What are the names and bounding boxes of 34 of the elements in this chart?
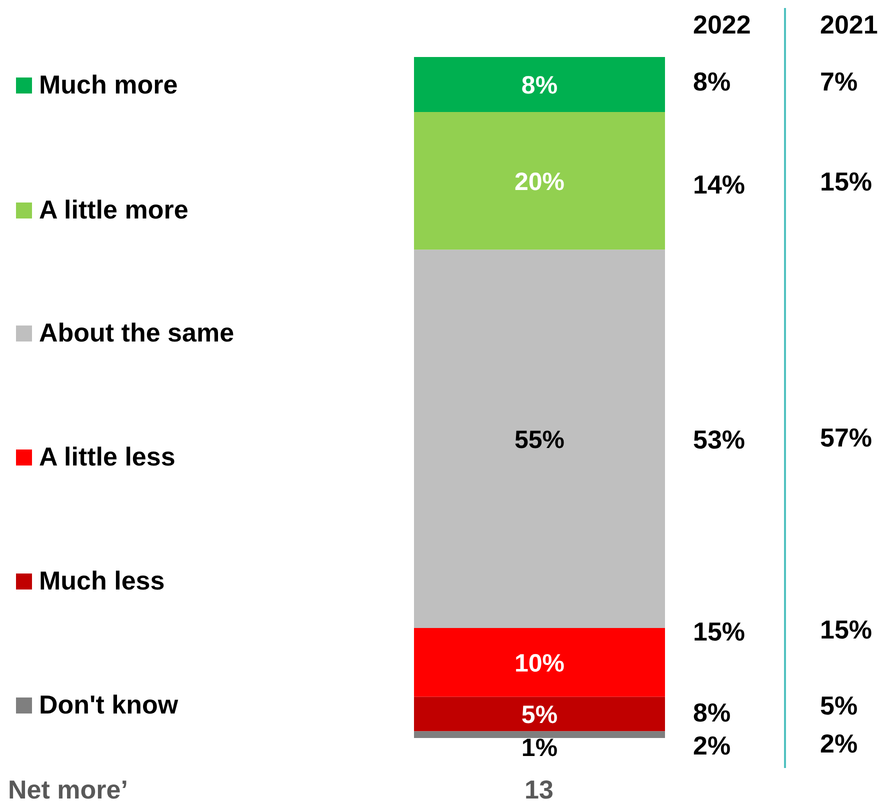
text: 15% (820, 166, 872, 198)
text: 15% (693, 616, 746, 648)
text: 15% (820, 614, 872, 646)
text: 57% (820, 422, 872, 454)
text: 2022 (693, 10, 751, 40)
data-label: 10% (514, 649, 565, 678)
text: Net more’ (8, 774, 128, 805)
data-label: 5% (521, 700, 558, 729)
data-label: 20% (514, 168, 565, 196)
text: 13 (524, 774, 554, 805)
text: 14% (693, 170, 746, 200)
text: 5% (820, 690, 858, 722)
legend-label: Much more (39, 70, 178, 100)
bar (414, 57, 665, 112)
legend-label: Much less (39, 566, 165, 596)
data-label: 1% (521, 734, 558, 762)
text: 8% (693, 66, 731, 98)
legend-label: About the same (39, 318, 234, 348)
bar (414, 696, 665, 732)
bar (414, 628, 665, 697)
legend-label: A little more (39, 194, 188, 226)
text: 7% (820, 66, 858, 98)
text: 2% (693, 730, 731, 762)
bar (414, 112, 665, 250)
data-label: 55% (514, 426, 565, 454)
text: 2021 (820, 10, 878, 40)
bar (414, 250, 665, 628)
text: 2% (820, 728, 858, 760)
bar (414, 731, 665, 738)
data-label: 8% (521, 72, 558, 100)
legend-label: A little less (39, 442, 176, 472)
text: 8% (693, 698, 731, 728)
text: 53% (693, 424, 746, 456)
legend-label: Don't know (39, 690, 178, 720)
